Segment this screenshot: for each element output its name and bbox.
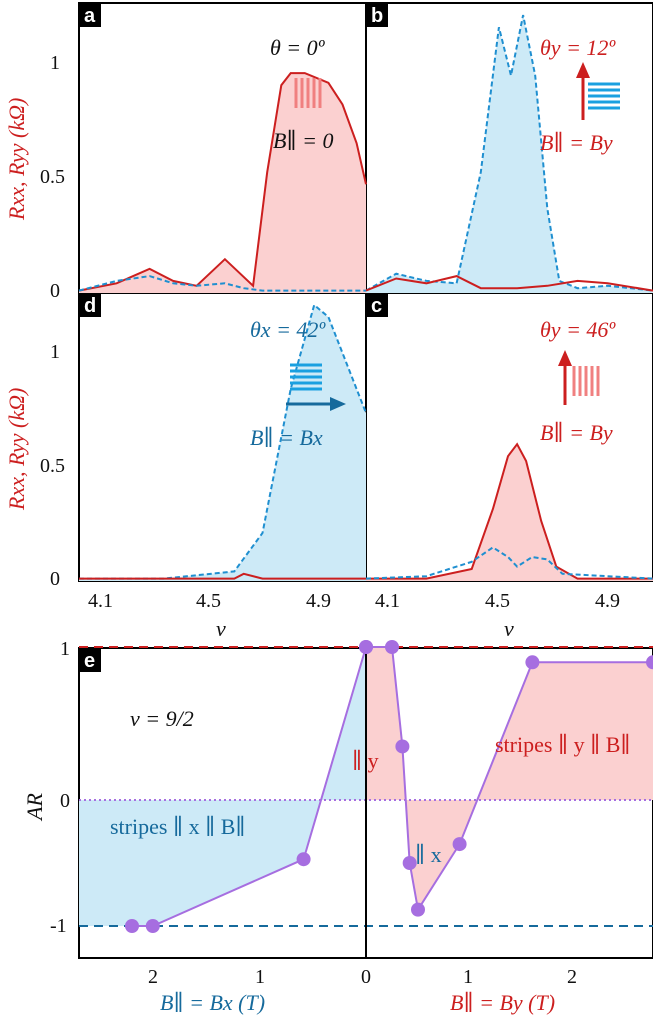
panel-b-ryy-line	[365, 14, 653, 292]
panel-e-nu: ν = 9/2	[130, 706, 194, 731]
panel-b-field: B∥ = By	[540, 130, 613, 155]
x-tick-d-45: 4.5	[196, 590, 221, 612]
panel-c-ryy-line	[365, 546, 653, 580]
panel-e-point-left	[296, 852, 311, 867]
y-tick-middle-0: 0	[50, 568, 60, 590]
panel-e-label: e	[84, 650, 95, 672]
x-tick-e-2r: 2	[567, 966, 577, 988]
x-tick-e-2l: 2	[148, 966, 158, 988]
panel-e-right-line	[366, 646, 652, 913]
x-tick-c-49: 4.9	[595, 590, 620, 612]
y-tick-upper-0: 0	[50, 280, 60, 302]
panel-e-right-fill	[366, 647, 653, 910]
panel-c-label: c	[371, 295, 382, 317]
panel-c-badge	[366, 293, 388, 317]
panel-e-point-right	[385, 640, 399, 654]
panel-e-point-right	[525, 655, 540, 670]
x-tick-c-41: 4.1	[375, 590, 400, 612]
stripes-x-label: stripes ∥ x ∥ B∥	[110, 814, 246, 839]
panel-e-point-right	[395, 739, 410, 754]
arrow-head-b	[576, 62, 590, 78]
panel-e-point-right	[452, 837, 467, 852]
x-tick-e-1r: 1	[463, 966, 473, 988]
y-axis-label-e: AR	[22, 793, 47, 822]
panel-b-badge	[366, 3, 388, 27]
panel-e-point-right	[402, 856, 417, 870]
x-tick-d-41: 4.1	[88, 590, 113, 612]
plots	[78, 14, 653, 958]
panel-d-ryy-line	[79, 303, 367, 580]
y-tick-e-m1: -1	[50, 915, 67, 937]
panel-d-field: B∥ = Bx	[250, 425, 323, 450]
y-axis-label-middle: Rxx, Ryy (kΩ)	[4, 388, 29, 511]
arrow-head-c	[558, 350, 572, 366]
panel-e-point-right-edge	[646, 655, 653, 670]
panel-c-rxx-line	[366, 442, 653, 580]
panel-e-point-left	[125, 919, 139, 933]
stripes-y-label: stripes ∥ y ∥ B∥	[495, 732, 631, 757]
x-tick-e-0: 0	[361, 966, 371, 988]
panel-a-rxx-line	[78, 72, 367, 292]
y-tick-upper-05: 0.5	[40, 166, 65, 188]
y-axis-label-upper: Rxx, Ryy (kΩ)	[4, 98, 29, 221]
panel-a-field: B∥ = 0	[273, 128, 333, 153]
panel-a-rxx-fill	[79, 73, 366, 293]
panel-e-left-line	[132, 646, 367, 927]
panel-e-point-right	[411, 902, 425, 917]
x-axis-label-e-right: B∥ = By (T)	[450, 990, 555, 1015]
par-x-label: ∥ x	[415, 842, 442, 867]
panel-a-badge	[79, 3, 101, 27]
panel-b-rxx-line	[365, 275, 653, 292]
panel-c-theta: θy = 46º	[540, 317, 616, 342]
panel-d-theta: θx = 42º	[250, 317, 326, 342]
panel-b-ryy-fill	[366, 15, 653, 293]
y-tick-upper-1: 1	[50, 52, 60, 74]
panel-a-theta: θ = 0º	[270, 35, 326, 60]
panel-d-badge	[79, 293, 101, 317]
x-tick-d-49: 4.9	[306, 590, 331, 612]
panel-d-ryy-fill	[79, 305, 366, 581]
y-tick-e-0: 0	[60, 790, 70, 812]
panel-e-left-fill	[79, 647, 366, 926]
panel-c-rxx-fill	[366, 444, 653, 581]
y-tick-middle-05: 0.5	[40, 455, 65, 477]
panel-a-label: a	[84, 5, 96, 27]
panel-e-point-right	[359, 640, 373, 654]
x-tick-e-1l: 1	[255, 966, 265, 988]
x-axis-label-c: ν	[504, 616, 514, 641]
panel-b-label: b	[371, 5, 383, 27]
panel-d-label: d	[84, 295, 96, 317]
x-axis-label-d: ν	[216, 616, 226, 641]
panel-e-point-left	[145, 919, 160, 933]
panel-b-theta: θy = 12º	[540, 35, 616, 60]
par-y-label: ∥ y	[352, 748, 379, 773]
panel-e-badge	[79, 648, 101, 672]
panel-c-field: B∥ = By	[540, 420, 613, 445]
x-tick-c-45: 4.5	[485, 590, 510, 612]
y-tick-middle-1: 1	[50, 341, 60, 363]
panel-a-ryy-line	[78, 275, 366, 292]
x-axis-label-e-left: B∥ = Bx (T)	[160, 990, 265, 1015]
arrow-head-d	[330, 397, 346, 411]
panel-d-rxx-line	[79, 572, 366, 580]
y-tick-e-1: 1	[60, 638, 70, 660]
